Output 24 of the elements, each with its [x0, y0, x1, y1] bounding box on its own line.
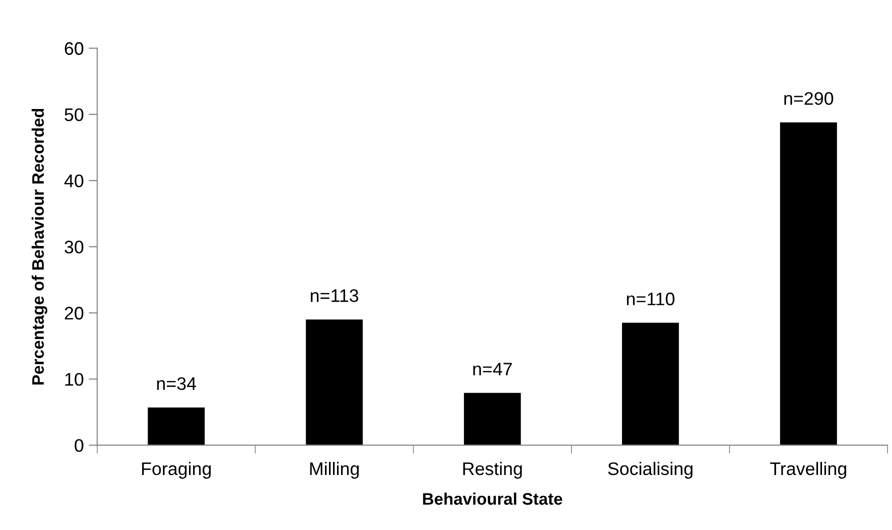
y-tick-label: 40 [64, 174, 84, 188]
x-tick-label: Milling [310, 462, 359, 479]
y-tick-label: 60 [64, 42, 84, 55]
annotation: n=290 [784, 92, 834, 105]
annotation: n=113 [310, 289, 358, 302]
x-tick-label: Resting [463, 462, 522, 479]
x-tick-label: Foraging [142, 462, 211, 479]
annotation: n=34 [157, 377, 196, 390]
annotation: n=110 [626, 292, 674, 306]
y-tick-label: 30 [64, 240, 84, 254]
bar [622, 322, 679, 446]
y-tick-label: 10 [65, 372, 84, 386]
bar [148, 407, 205, 446]
y-axis-title: Percentage of Behaviour Recorded [32, 108, 48, 385]
y-tick-label: 50 [64, 108, 84, 122]
x-axis-title: Behavioural State [423, 492, 562, 505]
y-tick-label: 20 [64, 306, 84, 320]
bar [306, 319, 363, 446]
x-tick-label: Socialising [608, 462, 692, 479]
y-tick-label: 0 [74, 439, 84, 452]
bar [464, 392, 521, 446]
bar [780, 122, 837, 446]
x-tick-label: Travelling [770, 462, 846, 479]
annotation: n=47 [473, 362, 512, 376]
